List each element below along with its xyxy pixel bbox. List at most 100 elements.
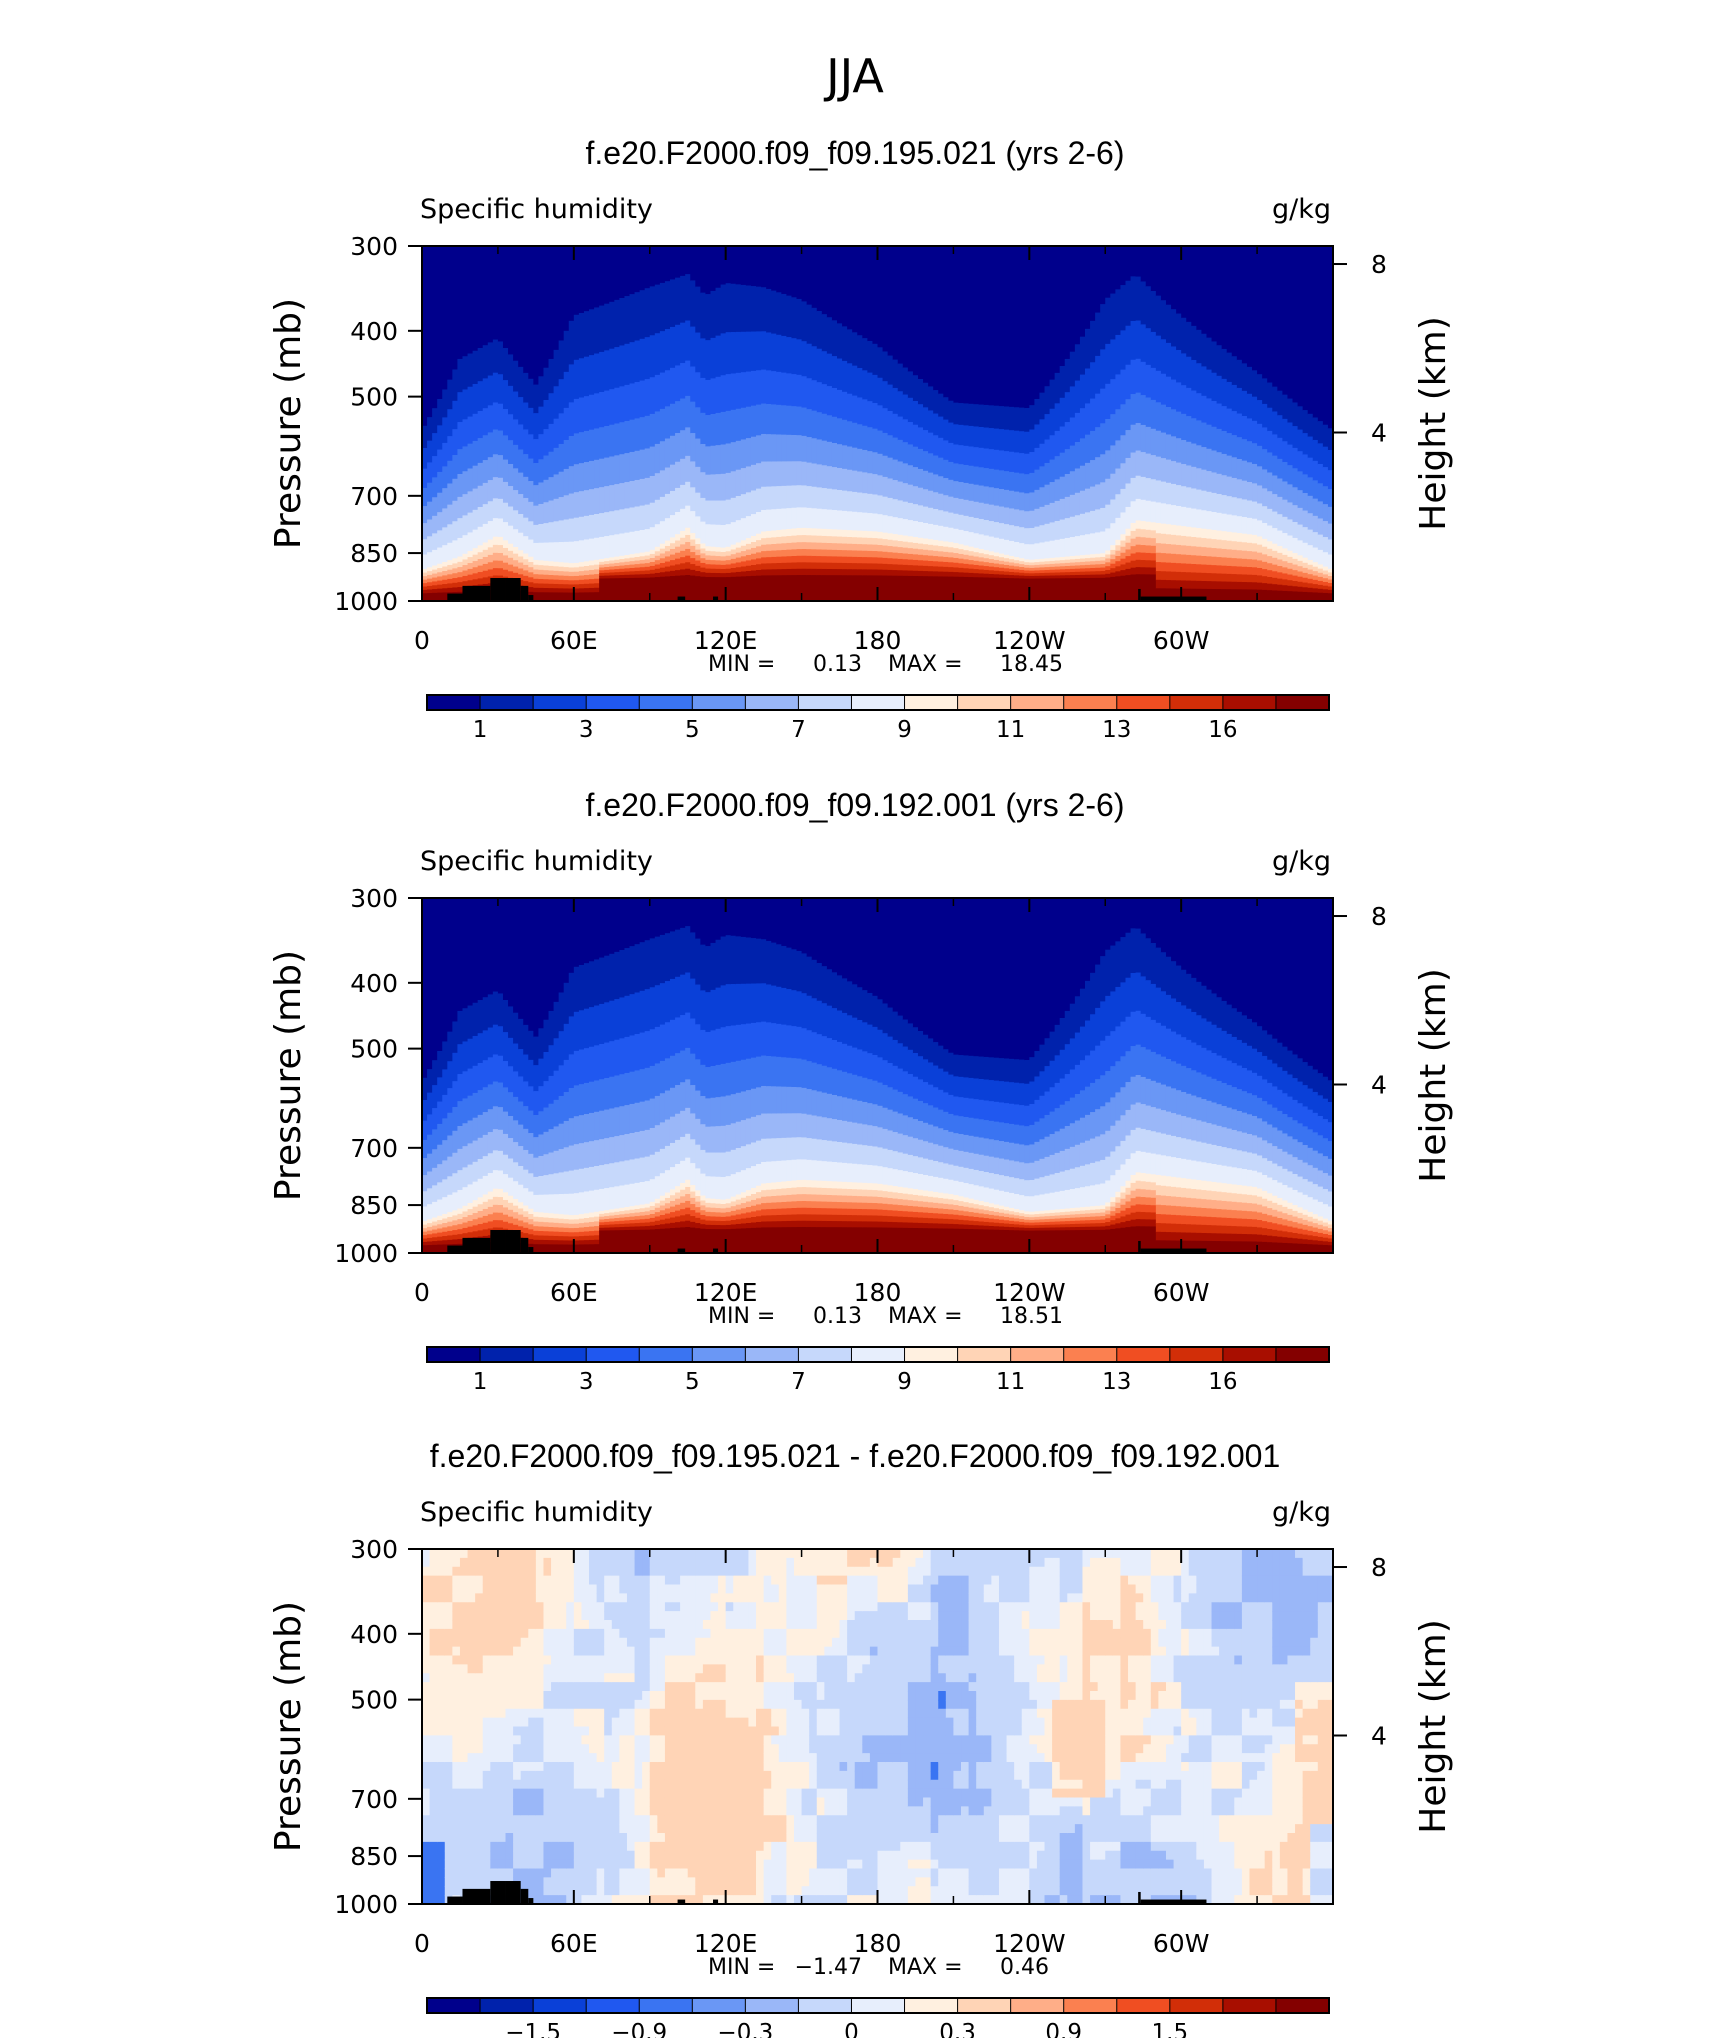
colorbar-box bbox=[426, 1346, 482, 1363]
x-tick-label: 0 bbox=[414, 626, 430, 655]
colorbar-box bbox=[744, 694, 800, 711]
colorbar-label: 0.9 bbox=[1045, 2020, 1082, 2038]
colorbar-box bbox=[691, 1997, 747, 2014]
y-right-tick-label: 8 bbox=[1371, 250, 1387, 279]
colorbar-box bbox=[585, 694, 641, 711]
colorbar-box bbox=[1169, 1346, 1224, 1363]
panel-title: f.e20.F2000.f09_f09.195.021 (yrs 2-6) bbox=[585, 135, 1124, 171]
colorbar-box bbox=[638, 1346, 694, 1363]
colorbar-box bbox=[797, 1997, 853, 2014]
y-tick-label: 1000 bbox=[334, 587, 398, 616]
colorbar-label: 16 bbox=[1208, 1369, 1237, 1395]
topography-block bbox=[1140, 596, 1207, 601]
colorbar-box bbox=[957, 694, 1012, 711]
colorbar-box bbox=[585, 1997, 641, 2014]
colorbar-box bbox=[850, 1997, 906, 2014]
topography bbox=[447, 578, 1207, 601]
y-tick-label: 850 bbox=[350, 1842, 398, 1871]
min-label: MIN = bbox=[708, 652, 775, 677]
colorbar-box bbox=[479, 694, 535, 711]
colorbar-box bbox=[1116, 1997, 1171, 2014]
colorbar-box bbox=[904, 1346, 959, 1363]
contour-field bbox=[422, 1549, 1333, 1904]
x-tick-label: 60W bbox=[1153, 1929, 1210, 1958]
topography-block bbox=[677, 596, 686, 601]
colorbar-box bbox=[479, 1997, 535, 2014]
panel-title: f.e20.F2000.f09_f09.195.021 - f.e20.F200… bbox=[430, 1438, 1280, 1474]
topography-block bbox=[528, 1247, 534, 1253]
colorbar-box bbox=[1169, 694, 1224, 711]
colorbar-box bbox=[426, 1997, 482, 2014]
colorbar-label: 0.3 bbox=[939, 2020, 976, 2038]
y-tick-label: 400 bbox=[350, 969, 398, 998]
y-right-tick-label: 4 bbox=[1371, 419, 1387, 448]
colorbar-box bbox=[1063, 1346, 1118, 1363]
topography bbox=[447, 1230, 1207, 1253]
y-right-tick-label: 4 bbox=[1371, 1071, 1387, 1100]
topography-block bbox=[505, 1230, 521, 1253]
x-tick-label: 120W bbox=[993, 1278, 1065, 1307]
y-right-axis-label: Height (km) bbox=[1413, 1619, 1454, 1833]
topography-block bbox=[447, 1896, 463, 1904]
y-axis-label: Pressure (mb) bbox=[268, 298, 309, 549]
max-label: MAX = bbox=[888, 652, 963, 677]
colorbar-box bbox=[1275, 1346, 1330, 1363]
max-label: MAX = bbox=[888, 1304, 963, 1329]
x-tick-label: 60E bbox=[550, 1278, 598, 1307]
colorbar-box bbox=[638, 694, 694, 711]
x-tick-label: 120W bbox=[993, 626, 1065, 655]
topography-block bbox=[505, 1881, 521, 1904]
panel-2: f.e20.F2000.f09_f09.192.001 (yrs 2-6) Spe… bbox=[268, 787, 1454, 1395]
y-right-tick-label: 4 bbox=[1371, 1722, 1387, 1751]
topography-block bbox=[1140, 1248, 1207, 1253]
topography-block bbox=[713, 596, 719, 601]
colorbar-box bbox=[1275, 694, 1330, 711]
panel-3: f.e20.F2000.f09_f09.195.021 - f.e20.F200… bbox=[268, 1438, 1454, 2038]
y-right-axis-label: Height (km) bbox=[1413, 316, 1454, 530]
colorbar-box bbox=[532, 1346, 588, 1363]
x-tick-label: 120E bbox=[694, 1278, 758, 1307]
colorbar-box bbox=[904, 1997, 959, 2014]
colorbar-box bbox=[1222, 1997, 1277, 2014]
units-label: g/kg bbox=[1272, 846, 1331, 877]
y-right-axis-label: Height (km) bbox=[1413, 968, 1454, 1182]
topography-block bbox=[1138, 1240, 1141, 1253]
y-axis-label: Pressure (mb) bbox=[268, 1601, 309, 1852]
x-tick-label: 60E bbox=[550, 1929, 598, 1958]
y-right-tick-label: 8 bbox=[1371, 1553, 1387, 1582]
colorbar-label: 3 bbox=[579, 1369, 594, 1395]
x-tick-label: 0 bbox=[414, 1929, 430, 1958]
colorbar-box bbox=[1222, 1346, 1277, 1363]
min-value: 0.13 bbox=[813, 1304, 862, 1329]
colorbar-box bbox=[638, 1997, 694, 2014]
y-tick-label: 1000 bbox=[334, 1890, 398, 1919]
colorbar-box bbox=[850, 694, 906, 711]
topography-block bbox=[447, 1245, 463, 1253]
colorbar-box bbox=[1063, 1997, 1118, 2014]
x-tick-label: 120E bbox=[694, 626, 758, 655]
colorbar-box bbox=[1010, 694, 1065, 711]
topography-block bbox=[520, 585, 529, 601]
colorbar-label: −0.3 bbox=[717, 2020, 773, 2038]
x-tick-label: 180 bbox=[854, 1929, 902, 1958]
colorbar-box bbox=[744, 1346, 800, 1363]
colorbar-box bbox=[1116, 694, 1171, 711]
colorbar-box bbox=[1010, 1997, 1065, 2014]
topography-block bbox=[462, 1888, 491, 1904]
colorbar-box bbox=[957, 1997, 1012, 2014]
y-right-tick-label: 8 bbox=[1371, 902, 1387, 931]
topography-block bbox=[1138, 1891, 1141, 1904]
topography-block bbox=[528, 595, 534, 601]
topography-block bbox=[713, 1899, 719, 1904]
colorbar-box bbox=[691, 1346, 747, 1363]
y-tick-label: 700 bbox=[350, 1134, 398, 1163]
y-tick-label: 700 bbox=[350, 1785, 398, 1814]
y-tick-label: 1000 bbox=[334, 1239, 398, 1268]
colorbar-label: 9 bbox=[897, 717, 912, 743]
topography-block bbox=[520, 1888, 529, 1904]
topography-block bbox=[505, 578, 521, 601]
colorbar-box bbox=[797, 1346, 853, 1363]
y-tick-label: 500 bbox=[350, 1035, 398, 1064]
colorbar: −1.5 −0.9 −0.3 0 0.3 0.9 1.5 bbox=[426, 1997, 1330, 2038]
colorbar-box bbox=[1222, 694, 1277, 711]
